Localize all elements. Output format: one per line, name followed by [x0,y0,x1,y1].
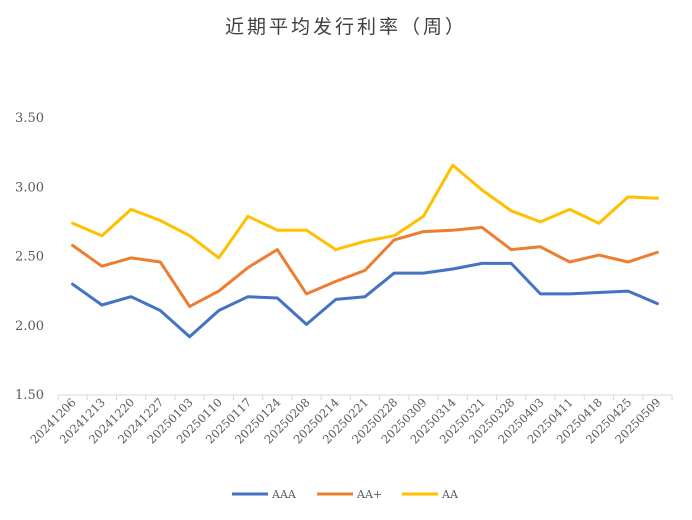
legend-label: AA+ [356,488,382,501]
x-axis-ticks: 2024120620241213202412202024122720250103… [27,395,673,447]
legend-label: AAA [271,488,297,501]
y-tick-label: 2.50 [15,250,44,265]
series-line-aaa [71,261,659,339]
series-lines [71,163,659,339]
series-line-aa-plus [71,225,659,308]
legend-label: AA [441,488,459,501]
series-line-aa [71,163,659,260]
y-tick-label: 3.50 [15,111,44,126]
y-tick-label: 3.00 [15,180,44,195]
y-tick-label: 1.50 [15,388,44,403]
y-tick-label: 2.00 [15,319,44,334]
y-axis-ticks: 1.50 2.00 2.50 3.00 3.50 [15,111,44,403]
chart-title: 近期平均发行利率（周） [224,16,467,38]
legend: AAA AA+ AA [232,488,459,501]
